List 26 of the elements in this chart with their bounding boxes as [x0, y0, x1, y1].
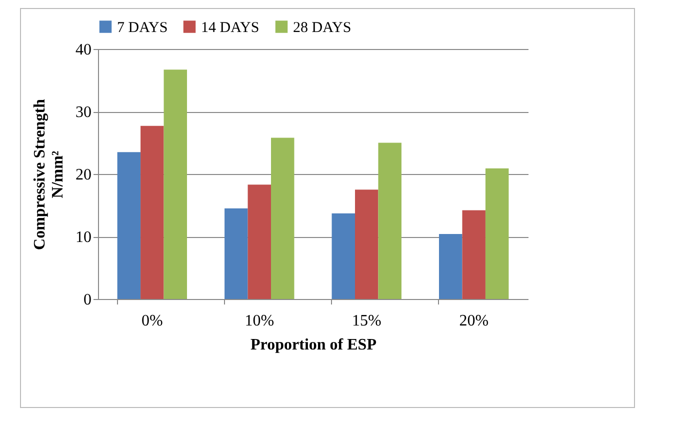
bar: [271, 138, 294, 299]
x-tick-label: 20%: [459, 312, 489, 330]
bar: [355, 190, 378, 299]
bar: [117, 152, 141, 299]
bar: [332, 213, 355, 299]
bar: [485, 168, 509, 299]
bar: [224, 208, 248, 299]
legend-label: 28 DAYS: [293, 20, 352, 36]
x-tick-label: 0%: [141, 312, 163, 330]
y-tick-label: 30: [76, 104, 92, 121]
x-axis-title: Proportion of ESP: [250, 336, 377, 354]
bar: [378, 142, 402, 299]
bar: [462, 210, 486, 299]
legend-label: 7 DAYS: [117, 20, 168, 36]
y-tick-label: 10: [76, 229, 92, 246]
y-tick-label: 40: [76, 42, 92, 58]
bar: [439, 234, 462, 299]
x-tick-label: 15%: [352, 312, 382, 330]
x-tick-label: 10%: [244, 312, 274, 330]
y-axis-title: Compressive Strength N/mm²: [32, 98, 66, 250]
bar: [140, 126, 164, 299]
bar: [164, 70, 187, 299]
y-tick-label: 20: [76, 166, 92, 184]
y-tick-label: 0: [84, 292, 92, 308]
bar: [248, 184, 271, 299]
legend-label: 14 DAYS: [201, 20, 260, 36]
